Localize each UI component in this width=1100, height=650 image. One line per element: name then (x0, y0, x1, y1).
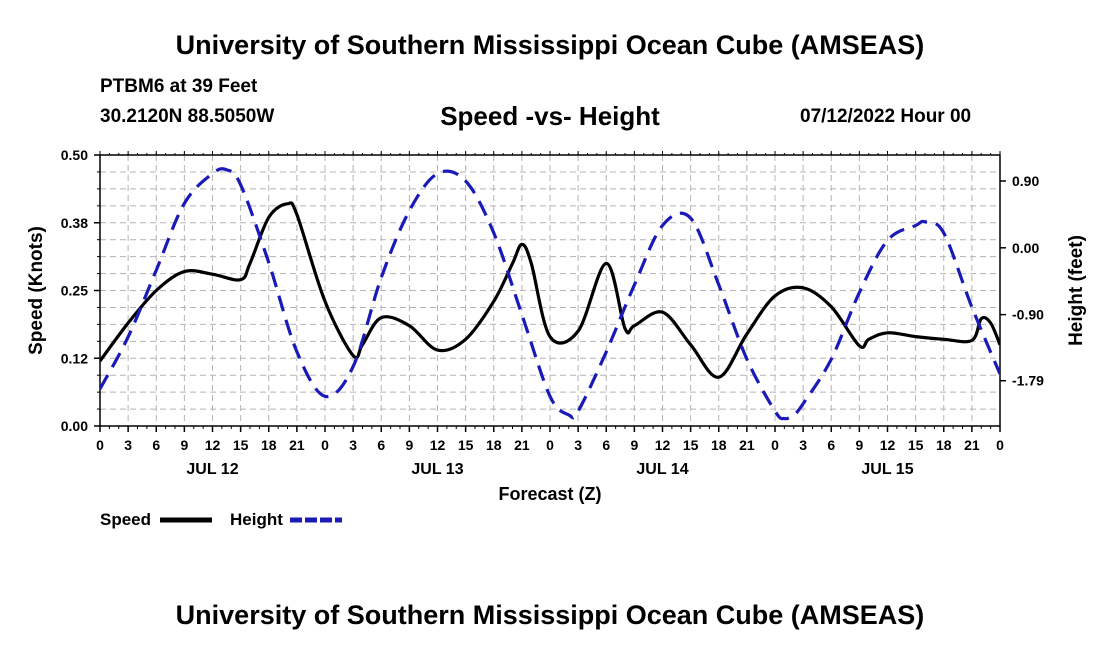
main-title: University of Southern Mississippi Ocean… (175, 30, 925, 60)
x-axis-tick-label: 18 (936, 437, 952, 453)
left-axis-tick-label: 0.00 (61, 418, 88, 434)
x-axis-tick-label: 9 (630, 437, 638, 453)
x-axis-tick-label: 21 (964, 437, 980, 453)
plot-title: Speed -vs- Height (440, 101, 660, 131)
x-axis-tick-label: 3 (574, 437, 582, 453)
left-axis-tick-label: 0.12 (61, 350, 88, 366)
station-coords: 30.2120N 88.5050W (100, 106, 275, 127)
station-label: PTBM6 at 39 Feet (100, 76, 258, 97)
left-axis-tick-label: 0.50 (61, 147, 88, 163)
right-axis-title: Height (feet) (1066, 235, 1087, 346)
x-axis-tick-label: 3 (799, 437, 807, 453)
series-line-speed (100, 201, 1000, 379)
right-axis-tick-label: 0.90 (1012, 173, 1039, 189)
forecast-date: 07/12/2022 Hour 00 (800, 106, 972, 127)
right-axis-tick-label: -0.90 (1012, 307, 1044, 323)
x-axis-title: Forecast (Z) (498, 484, 601, 504)
right-axis-tick-label: 0.00 (1012, 240, 1039, 256)
legend-speed-label: Speed (100, 510, 152, 529)
x-axis-tick-label: 21 (514, 437, 530, 453)
right-axis-tick-label: -1.79 (1012, 373, 1044, 389)
left-axis-tick-label: 0.38 (61, 215, 88, 231)
x-axis-day-label: JUL 14 (636, 461, 688, 478)
x-axis-day-label: JUL 12 (186, 461, 238, 478)
x-axis-tick-label: 12 (205, 437, 221, 453)
x-axis-tick-label: 6 (377, 437, 385, 453)
x-axis-tick-label: 21 (289, 437, 305, 453)
x-axis-tick-label: 12 (655, 437, 671, 453)
x-axis-tick-label: 18 (486, 437, 502, 453)
x-axis-tick-label: 18 (711, 437, 727, 453)
x-axis-tick-label: 9 (855, 437, 863, 453)
x-axis-tick-label: 6 (602, 437, 610, 453)
legend-height-label: Height (230, 510, 283, 529)
x-axis-day-label: JUL 15 (861, 461, 913, 478)
x-axis-tick-label: 0 (771, 437, 779, 453)
x-axis-tick-label: 15 (458, 437, 474, 453)
left-axis-title: Speed (Knots) (26, 226, 47, 355)
x-axis-tick-label: 3 (349, 437, 357, 453)
x-axis-tick-label: 0 (996, 437, 1004, 453)
x-axis-tick-label: 0 (96, 437, 104, 453)
x-axis-tick-label: 15 (683, 437, 699, 453)
x-axis-tick-label: 15 (908, 437, 924, 453)
left-axis-tick-label: 0.25 (61, 283, 88, 299)
x-axis-tick-label: 6 (827, 437, 835, 453)
series-line-height (100, 167, 1000, 421)
x-axis-tick-label: 12 (880, 437, 896, 453)
x-axis-tick-label: 9 (180, 437, 188, 453)
x-axis-tick-label: 6 (152, 437, 160, 453)
x-axis-tick-label: 0 (321, 437, 329, 453)
x-axis-tick-label: 21 (739, 437, 755, 453)
x-axis-tick-label: 9 (405, 437, 413, 453)
x-axis-tick-label: 0 (546, 437, 554, 453)
x-axis-tick-label: 12 (430, 437, 446, 453)
x-axis-tick-label: 15 (233, 437, 249, 453)
footer-title: University of Southern Mississippi Ocean… (175, 600, 925, 630)
x-axis-tick-label: 3 (124, 437, 132, 453)
x-axis-tick-label: 18 (261, 437, 277, 453)
x-axis-day-label: JUL 13 (411, 461, 463, 478)
